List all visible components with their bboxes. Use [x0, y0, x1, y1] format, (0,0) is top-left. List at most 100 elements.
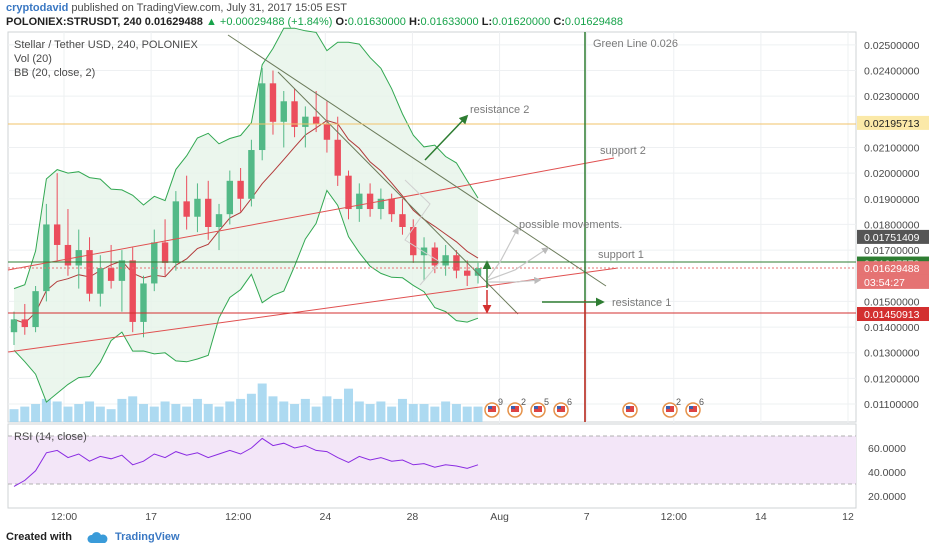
candle-body — [183, 201, 190, 217]
candle — [151, 229, 158, 292]
candle-body — [205, 198, 212, 227]
event-flag-canton — [488, 406, 492, 409]
price-tick-label: 0.01200000 — [864, 373, 920, 385]
price-axis[interactable]: 0.02500000 0.02400000 0.02300000 0.02100000… — [864, 40, 920, 411]
event-count: 5 — [544, 397, 549, 407]
volume-bar — [354, 401, 364, 422]
candle — [399, 198, 406, 235]
event-flag-icon[interactable]: 6 — [685, 397, 704, 418]
price-badge-label: 03:54:27 — [864, 277, 905, 289]
candle — [64, 209, 72, 276]
volume-bar — [182, 406, 192, 422]
candle — [97, 255, 104, 307]
resistance-2-arrow[interactable] — [424, 114, 469, 161]
created-with-text: Created with — [6, 531, 73, 543]
symbol-name: POLONIEX:STRUSDT, 240 — [6, 16, 142, 28]
volume-bar — [192, 398, 202, 422]
volume-bar — [117, 398, 127, 422]
green-line-note: Green Line 0.026 — [593, 38, 678, 50]
rsi-band-fill — [8, 436, 856, 484]
candle — [453, 250, 460, 279]
volume-bar — [52, 401, 62, 422]
event-flag-icon[interactable]: 2 — [507, 397, 526, 418]
bb-lower-line — [13, 189, 479, 403]
volume-bar — [246, 393, 256, 422]
event-count: 2 — [521, 397, 526, 407]
price-tick-label: 0.02500000 — [864, 40, 920, 52]
candle-body — [53, 224, 61, 245]
rsi-axis: 60.0000 40.0000 20.0000 — [868, 443, 906, 503]
resistance-2-label: resistance 2 — [470, 104, 529, 116]
volume-bar — [344, 388, 354, 422]
volume-bar — [203, 404, 213, 422]
close-label: C: — [553, 16, 565, 28]
candle-body — [107, 268, 115, 281]
candle-body — [237, 180, 244, 199]
candle — [75, 229, 82, 289]
support-2-label: support 2 — [600, 145, 646, 157]
price-badges: 0.021957130.017514090.016475700.01629488… — [857, 115, 929, 322]
event-flag-icon[interactable]: 9 — [484, 397, 503, 418]
publish-line: cryptodavid published on TradingView.com… — [6, 2, 347, 14]
candle-body — [86, 250, 93, 294]
candle — [442, 244, 449, 276]
candle-body — [269, 83, 277, 122]
projected-zigzag[interactable] — [404, 179, 441, 286]
candle-body — [226, 180, 234, 215]
candle — [366, 183, 374, 217]
possible-path-mid[interactable] — [487, 247, 550, 281]
chart-canvas[interactable]: Green Line 0.026 resistance 2 support 2 … — [0, 0, 932, 528]
candle-body — [377, 198, 385, 210]
time-axis[interactable]: 12:00 17 12:00 24 28 Aug 7 12:00 14 12 — [51, 511, 854, 523]
high-value: 0.01633000 — [420, 16, 479, 28]
candle — [107, 244, 115, 289]
volume-bar — [473, 406, 483, 422]
price-tick-label: 0.02000000 — [864, 168, 920, 180]
volume-bar — [290, 404, 300, 422]
candle — [194, 183, 201, 233]
descending-trendline-1[interactable] — [227, 34, 607, 287]
volume-bar — [160, 401, 170, 422]
tradingview-brand-link[interactable]: TradingView — [115, 531, 180, 543]
low-value: 0.01620000 — [492, 16, 551, 28]
candle-body — [453, 255, 460, 271]
candle — [464, 260, 471, 287]
candle-body — [410, 227, 417, 256]
event-flag-icon[interactable] — [622, 402, 638, 418]
possible-path-flat[interactable] — [488, 276, 542, 285]
legend-bollinger: BB (20, close, 2) — [14, 67, 95, 79]
price-badge-bg — [857, 274, 929, 289]
price-tick-label: 0.01700000 — [864, 245, 920, 257]
candle-body — [140, 283, 147, 322]
candle-body — [464, 270, 471, 276]
volume-bar — [279, 401, 289, 422]
price-badge-bg — [857, 115, 929, 130]
event-flag-icon[interactable]: 5 — [530, 397, 549, 418]
candle-body — [312, 116, 320, 125]
event-flag-icon[interactable]: 6 — [553, 397, 572, 418]
candle-body — [474, 268, 482, 276]
candle-body — [43, 224, 50, 292]
price-badge: 0.01751409 — [857, 229, 929, 244]
price-badge-bg — [857, 229, 929, 244]
candle — [21, 303, 28, 335]
price-change: +0.00029488 (+1.84%) — [219, 16, 333, 28]
candle — [248, 139, 255, 207]
low-label: L: — [481, 16, 493, 28]
volume-bar — [41, 398, 51, 422]
event-flag-icon[interactable]: 2 — [662, 397, 681, 418]
rsi-tick-label: 40.0000 — [868, 467, 906, 479]
descending-trendline-2[interactable] — [277, 71, 519, 315]
possible-path-up[interactable] — [487, 226, 519, 279]
event-count: 2 — [676, 397, 681, 407]
volume-bar — [268, 396, 278, 422]
price-tick-label: 0.02300000 — [864, 91, 920, 103]
candle-body — [291, 101, 298, 127]
candle-body — [431, 247, 439, 266]
author-link[interactable]: cryptodavid — [6, 2, 69, 14]
volume-bar — [128, 396, 138, 422]
upper-support-trendline[interactable] — [7, 157, 615, 271]
legend-volume: Vol (20) — [14, 53, 52, 65]
candle — [53, 173, 61, 261]
candle-body — [118, 260, 126, 281]
